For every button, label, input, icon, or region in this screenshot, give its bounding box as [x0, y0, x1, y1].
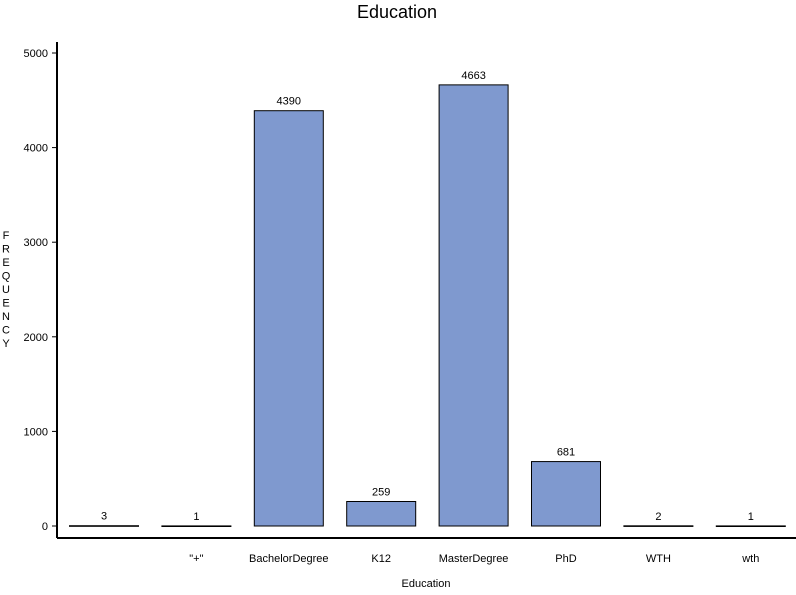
y-tick-label: 3000	[24, 237, 48, 249]
y-tick-label: 1000	[24, 426, 48, 438]
y-axis-label-letter: N	[2, 311, 10, 323]
bar-value-label: 681	[557, 447, 575, 459]
bar	[438, 84, 509, 527]
y-axis-label-letter: U	[2, 284, 10, 296]
x-axis-label: Education	[402, 578, 451, 590]
x-tick-label: PhD	[555, 553, 576, 565]
bar-value-label: 1	[193, 511, 199, 523]
bar	[531, 461, 601, 527]
bar-value-label: 259	[372, 486, 390, 498]
y-axis-label-letter: C	[2, 325, 10, 337]
bar	[715, 525, 786, 528]
bar-value-label: 4390	[277, 96, 301, 108]
y-tick-label: 0	[42, 521, 48, 533]
y-axis-label-letter: Q	[2, 271, 11, 283]
y-axis-label-letter: Y	[2, 338, 10, 350]
x-tick-label: K12	[371, 553, 391, 565]
bar-value-label: 2	[655, 511, 661, 523]
y-axis-label-letter: R	[2, 244, 10, 256]
y-axis-label-letter: F	[3, 230, 10, 242]
bar	[346, 500, 417, 527]
x-tick-label: "+"	[189, 553, 203, 565]
bar-value-label: 1	[748, 511, 754, 523]
bar-value-label: 3	[101, 511, 107, 523]
x-ticks: "+" BachelorDegree K12 MasterDegree PhD WTH wt…	[189, 553, 759, 565]
y-ticks: 0 1000 2000 3000 4000 5000	[24, 48, 57, 533]
bar-value-label: 4663	[461, 70, 485, 82]
y-axis-label-letter: E	[2, 257, 9, 269]
bar	[253, 110, 324, 527]
bar	[161, 525, 232, 528]
x-tick-label: wth	[741, 553, 759, 565]
bar	[69, 525, 139, 527]
y-tick-label: 2000	[24, 332, 48, 344]
y-tick-label: 4000	[24, 143, 48, 155]
bar	[623, 525, 694, 527]
y-axis-label-letter: E	[2, 298, 9, 310]
chart-title: Education	[357, 2, 437, 22]
x-tick-label: BachelorDegree	[249, 553, 329, 565]
bars	[69, 84, 786, 528]
x-tick-label: MasterDegree	[439, 553, 509, 565]
y-tick-label: 5000	[24, 48, 48, 60]
x-tick-label: WTH	[646, 553, 671, 565]
data-labels: 3 1 4390 259 4663 681 2 1	[101, 70, 754, 523]
